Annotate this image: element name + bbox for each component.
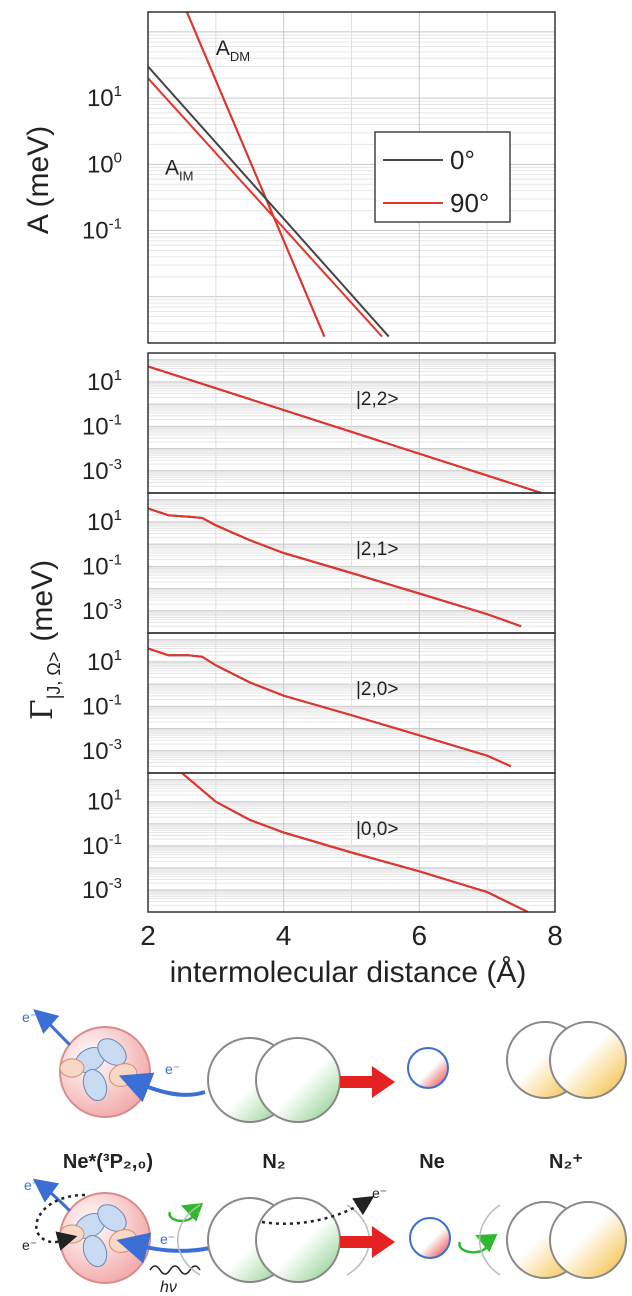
label-n2-plus: N₂⁺ xyxy=(549,1151,583,1173)
y-tick-label: 10-1 xyxy=(82,551,122,580)
legend: 0°90° xyxy=(374,131,511,223)
plot-frame xyxy=(147,11,556,344)
electron-label-out-row2: e⁻ xyxy=(24,1177,39,1193)
y-tick-label: 101 xyxy=(87,507,122,536)
gamma-symbol: Γ xyxy=(25,699,60,720)
y-tick-label: 10-1 xyxy=(82,216,122,245)
grid xyxy=(148,492,555,634)
y-tick-label: 101 xyxy=(87,367,122,396)
y-tick-label: 10-3 xyxy=(82,736,122,765)
electron-arrow-in-row2 xyxy=(116,1232,211,1264)
reaction-arrow-row2 xyxy=(340,1226,395,1258)
rotation-arrow-ne xyxy=(168,1203,204,1223)
electron-label-out-row1: e⁻ xyxy=(22,1009,37,1025)
n2-molecule-row1 xyxy=(207,1037,341,1123)
electron-dotted-loop xyxy=(35,1193,86,1251)
y-tick-label: 10-3 xyxy=(82,456,122,485)
ne-atom-row1 xyxy=(407,1047,449,1089)
series-line xyxy=(148,65,390,338)
electron-label-in-row1: e⁻ xyxy=(165,1061,180,1077)
grid xyxy=(148,772,555,913)
series-line xyxy=(185,12,326,337)
ne-atom-row2 xyxy=(409,1217,451,1259)
x-tick-label: 8 xyxy=(547,920,563,951)
state-label: |2,0> xyxy=(356,679,398,700)
label-ne-star: Ne*(³P₂,₀) xyxy=(63,1151,153,1173)
ne-star-atom-row1 xyxy=(59,1026,151,1118)
state-label: |2,1> xyxy=(356,539,398,560)
panel-gamma-22: 101 10-1 10-3 |2,2> xyxy=(82,352,556,494)
state-label: |2,2> xyxy=(356,389,398,410)
y-tick-label: 100 xyxy=(87,149,122,178)
ne-star-atom-row2 xyxy=(59,1192,151,1284)
grid xyxy=(148,352,555,494)
y-tick-label: 10-1 xyxy=(82,691,122,720)
series-line xyxy=(181,773,529,912)
label-ne: Ne xyxy=(419,1151,445,1173)
state-label: |0,0> xyxy=(356,819,398,840)
curve-annotation: ADM xyxy=(216,37,250,64)
electron-arrow-out-row2 xyxy=(32,1178,72,1213)
gamma-subscript: |J, Ω> xyxy=(44,652,64,700)
y-axis-label-A: A (meV) xyxy=(22,126,55,234)
rotation-arrow-n2plus xyxy=(458,1233,498,1254)
series-line xyxy=(148,365,542,493)
legend-label: 0° xyxy=(450,145,475,175)
legend-label: 90° xyxy=(450,188,489,218)
curve-annotation: AIM xyxy=(165,157,193,184)
series-line xyxy=(148,507,522,628)
x-axis-label: intermolecular distance (Å) xyxy=(170,956,527,989)
electron-arrow-out-row1 xyxy=(33,1009,72,1047)
series-line xyxy=(148,77,383,338)
x-tick-label: 2 xyxy=(140,920,156,951)
svg-text:Γ|J, Ω>(meV): Γ|J, Ω> (meV) xyxy=(25,560,64,720)
electron-arrow-in-row1 xyxy=(118,1072,206,1103)
gamma-unit: (meV) xyxy=(26,560,59,642)
y-tick-label: 10-1 xyxy=(82,831,122,860)
photon-label: hν xyxy=(160,1279,177,1296)
plot-frame xyxy=(147,772,556,913)
y-tick-label: 10-3 xyxy=(82,875,122,904)
panel-gamma-20: 101 10-1 10-3 |2,0> xyxy=(82,632,556,774)
y-tick-label: 101 xyxy=(87,83,122,112)
grid xyxy=(148,632,555,774)
label-n2: N₂ xyxy=(262,1151,285,1173)
electron-label-left-row2: e⁻ xyxy=(22,1237,37,1253)
y-tick-label: 101 xyxy=(87,787,122,816)
electron-label-right-row2: e⁻ xyxy=(372,1185,387,1201)
y-tick-label: 10-3 xyxy=(82,596,122,625)
electron-label-in-row2: e⁻ xyxy=(160,1231,175,1247)
electron-dotted-out xyxy=(261,1195,375,1225)
x-tick-label: 4 xyxy=(276,920,292,951)
series-line xyxy=(148,647,512,768)
y-tick-label: 101 xyxy=(87,647,122,676)
y-tick-label: 10-1 xyxy=(82,411,122,440)
process-diagram: e⁻ e⁻ Ne*(³P₂,₀) N₂ Ne N₂⁺ e⁻ e⁻ xyxy=(22,1009,627,1296)
panel-gamma-21: 101 10-1 10-3 |2,1> xyxy=(82,492,556,634)
panel-gamma-00: 101 10-1 10-3 |0,0> 2 4 6 8 xyxy=(82,772,563,951)
legend-box xyxy=(374,131,511,223)
n2-plus-molecule-row1 xyxy=(506,1021,627,1099)
reaction-arrow-row1 xyxy=(340,1066,395,1098)
n2-plus-molecule-row2 xyxy=(478,1201,627,1279)
y-axis-label-gamma: Γ|J, Ω> (meV) xyxy=(25,560,64,720)
x-tick-label: 6 xyxy=(412,920,428,951)
